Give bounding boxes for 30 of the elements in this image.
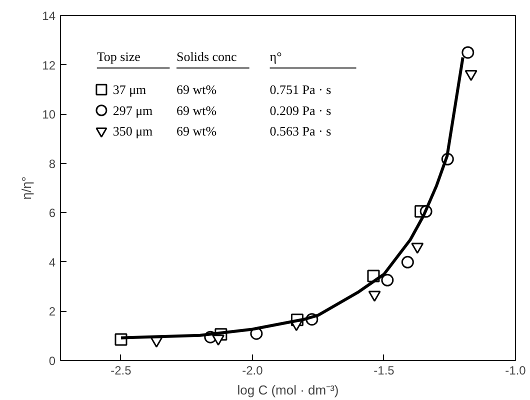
x-tick-label: -1.5	[374, 364, 395, 378]
legend-label: 350 μm	[112, 124, 153, 139]
y-tick-label: 6	[48, 206, 56, 220]
point	[401, 256, 414, 268]
x-axis-title: log C (mol · dm⁻³)	[237, 382, 339, 398]
y-tick-label: 0	[48, 354, 56, 368]
annotation: 0.209 Pa · s	[270, 102, 332, 118]
annotation: 69 wt%	[176, 102, 217, 118]
point	[368, 290, 381, 302]
annotation: 0.751 Pa · s	[270, 82, 332, 98]
annotation: Solids conc	[176, 48, 238, 64]
y-tick-label: 12	[42, 58, 56, 72]
legend-label: 37 μm	[112, 82, 146, 98]
annotation: η°	[270, 48, 282, 64]
y-tick-label: 8	[48, 156, 56, 171]
x-tick-label: -2.5	[110, 364, 132, 378]
point	[381, 274, 394, 286]
y-tick-label: 2	[48, 304, 56, 319]
y-tick-label: 4	[48, 255, 56, 270]
x-tick-label: -2.0	[242, 364, 264, 378]
legend-label: 297 μm	[112, 102, 153, 118]
annotation: 69 wt%	[176, 124, 217, 139]
y-tick-label: 10	[42, 108, 56, 122]
annotation: Top size	[96, 48, 141, 64]
point	[462, 46, 474, 59]
y-axis-title: η/η°	[19, 176, 34, 200]
x-tick-label: -1.0	[505, 364, 526, 378]
annotation: 69 wt%	[176, 82, 217, 98]
y-tick-label: 14	[42, 9, 56, 23]
annotation: 0.563 Pa · s	[270, 124, 332, 139]
